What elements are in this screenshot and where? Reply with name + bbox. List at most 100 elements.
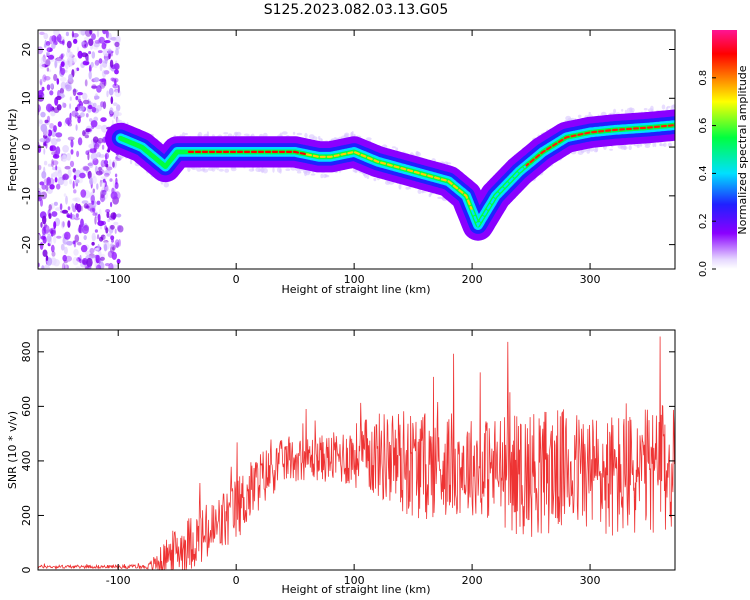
spectrogram-noise-blob: [80, 189, 87, 198]
spectrogram-noise-blob: [40, 123, 48, 133]
spectrogram-noise-blob: [98, 166, 102, 171]
spectrogram-noise-blob: [84, 134, 90, 139]
spectrogram-noise-blob: [72, 33, 79, 38]
spectrogram-noise-blob: [101, 124, 108, 133]
spectrogram-noise-blob: [93, 255, 96, 259]
spectrogram-noise-blob: [66, 153, 71, 161]
spectrogram-halo: [223, 132, 229, 135]
spectrogram-noise-blob: [49, 90, 54, 96]
spectrogram-noise-blob: [42, 249, 48, 257]
spectrogram-halo: [395, 147, 399, 151]
spectrogram-noise-blob: [101, 42, 107, 50]
spectrogram-halo: [666, 105, 671, 109]
spectrogram-noise-blob: [70, 149, 74, 155]
snr-panel: -100 0 100 200 300 0 200 400 600 800 Height of s…: [6, 329, 676, 596]
spectrogram-noise-blob: [63, 193, 67, 197]
spectrogram-noise-blob: [79, 255, 82, 264]
spectrogram-noise-blob: [50, 138, 58, 146]
spectrogram-noise-blob: [77, 116, 81, 124]
spectrogram-noise-blob: [80, 244, 88, 253]
spectrogram-noise-blob: [61, 221, 65, 229]
spectrogram-noise-blob: [64, 231, 71, 240]
spectrogram-halo: [206, 131, 209, 137]
spectrogram-noise-blob: [75, 213, 79, 218]
spectrogram-noise-blob: [96, 200, 101, 205]
spectrogram-noise-blob: [107, 32, 112, 41]
spectrogram-noise-blob: [51, 43, 56, 49]
spectrogram-noise-blob: [43, 224, 46, 232]
spectrogram-noise-blob: [42, 74, 47, 83]
spectrogram-noise-blob: [50, 244, 55, 253]
spectrogram-noise-blob: [85, 166, 89, 174]
spectrogram-noise-blob: [95, 105, 102, 112]
colorbar: 0.0 0.2 0.4 0.6 0.8 Normalized spectral ampl…: [698, 30, 749, 277]
spectrogram-noise-blob: [69, 103, 72, 109]
spectrogram-noise-blob: [74, 179, 80, 184]
spectrogram-noise-blob: [99, 236, 104, 242]
spectrogram-halo: [296, 170, 302, 174]
spectrogram-noise-blob: [77, 241, 82, 246]
spectrogram-noise-blob: [106, 90, 109, 98]
spectrogram-noise-blob: [90, 120, 98, 128]
spectrogram-noise-blob: [41, 171, 47, 179]
spectrogram-noise-blob: [104, 152, 109, 160]
spectrogram-ridge-core: [305, 150, 474, 212]
spectrogram-noise-blob: [59, 65, 63, 72]
spectrogram-noise-blob: [114, 182, 119, 189]
spectrogram-noise-blob: [55, 207, 62, 211]
spectrogram-noise-blob: [97, 234, 100, 240]
spectrogram-noise-blob: [60, 243, 65, 251]
spectrogram-noise-blob: [110, 36, 118, 41]
spectrogram-noise-blob: [61, 154, 68, 162]
spectrogram-noise-blob: [96, 30, 100, 38]
spectrogram-noise-blob: [42, 215, 47, 225]
spectrogram-noise-blob: [99, 78, 107, 83]
spectrogram-noise-blob: [99, 256, 105, 261]
spectrogram-noise-blob: [69, 179, 72, 185]
spectrogram-x-tick-label: 100: [344, 273, 365, 286]
spectrogram-noise-blob: [40, 198, 43, 207]
spectrogram-noise-blob: [110, 201, 113, 208]
spectrogram-noise-blob: [94, 211, 99, 219]
spectrogram-noise-blob: [96, 264, 102, 269]
spectrogram-noise-blob: [41, 93, 46, 99]
spectrogram-halo: [224, 168, 230, 173]
spectrogram-noise-blob: [110, 224, 115, 230]
spectrogram-halo: [312, 136, 318, 141]
spectrogram-noise-blob: [112, 102, 118, 106]
spectrogram-noise-blob: [116, 224, 121, 231]
spectrogram-noise-blob: [113, 63, 119, 70]
spectrogram-noise-blob: [70, 139, 74, 148]
spectrogram-x-tick-label: -100: [106, 273, 131, 286]
spectrogram-noise-blob: [98, 58, 103, 64]
spectrogram-noise-blob: [43, 32, 49, 40]
spectrogram-noise-blob: [61, 262, 66, 269]
snr-plot-area: [38, 336, 675, 570]
spectrogram-noise-blob: [105, 163, 109, 168]
spectrogram-noise-blob: [114, 78, 117, 86]
spectrogram-halo: [296, 132, 303, 136]
spectrogram-noise-blob: [59, 87, 64, 94]
spectrogram-halo: [230, 167, 237, 172]
spectrogram-x-label: Height of straight line (km): [281, 283, 430, 296]
spectrogram-noise-blob: [94, 64, 98, 69]
spectrogram-noise-blob: [80, 218, 84, 228]
spectrogram-noise-blob: [54, 177, 58, 183]
spectrogram-x-tick-label: 200: [462, 273, 483, 286]
spectrogram-noise-blob: [43, 148, 46, 155]
spectrogram-noise-blob: [46, 47, 53, 52]
spectrogram-noise-blob: [75, 106, 79, 112]
spectrogram-noise-blob: [114, 239, 120, 248]
spectrogram-noise-blob: [114, 173, 118, 178]
spectrogram-noise-blob: [48, 213, 52, 219]
spectrogram-noise-blob: [66, 40, 72, 49]
spectrogram-noise-blob: [43, 166, 46, 175]
spectrogram-noise-blob: [91, 85, 98, 89]
spectrogram-noise-blob: [53, 235, 57, 244]
spectrogram-noise-blob: [91, 84, 97, 90]
spectrogram-noise-blob: [74, 115, 78, 119]
spectrogram-noise-blob: [67, 136, 75, 141]
spectrogram-noise-blob: [56, 95, 62, 101]
spectrogram-noise-blob: [52, 166, 56, 171]
